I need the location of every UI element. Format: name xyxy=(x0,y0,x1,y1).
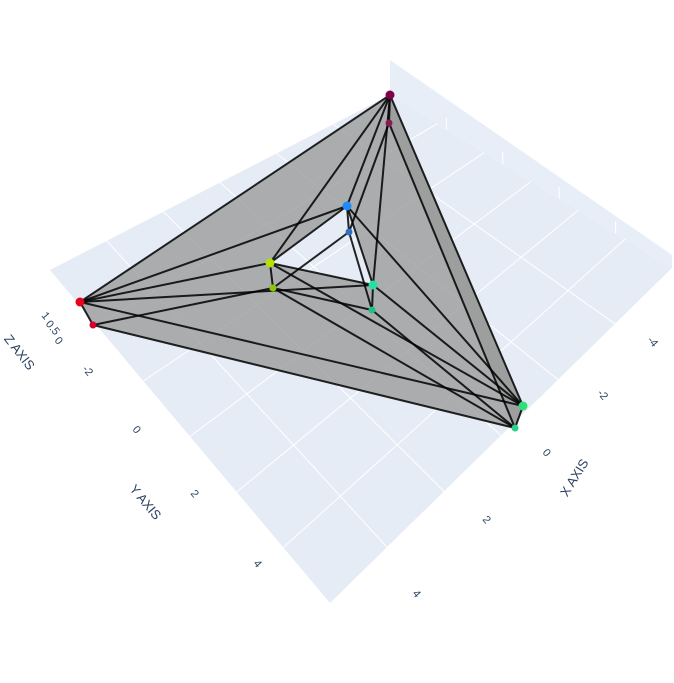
x-axis-title: X AXIS xyxy=(557,456,592,499)
z-axis-title: Z AXIS xyxy=(1,332,38,373)
mesh-vertices xyxy=(75,90,528,432)
mesh-edge xyxy=(348,122,390,233)
mesh-vertex-outer-left-bottom xyxy=(89,321,97,329)
mesh-edge xyxy=(372,284,524,407)
y-axis-title: Y AXIS xyxy=(127,482,165,523)
x-axis-tick-label: 4 xyxy=(410,588,423,600)
mesh-edge xyxy=(269,205,348,264)
mesh-edge xyxy=(348,231,373,311)
mesh-vertex-inner-left-top xyxy=(265,258,275,268)
mesh-vertex-outer-top-bottom xyxy=(385,119,393,127)
back-wall xyxy=(390,60,672,268)
mesh-edge xyxy=(272,287,516,429)
mesh-vertex-inner-top-bottom xyxy=(345,228,353,236)
z-axis-ticks: 00.51 xyxy=(39,310,65,347)
y-axis-tick-label: -2 xyxy=(80,363,95,378)
mesh-face xyxy=(389,95,523,428)
mesh-edge xyxy=(79,301,524,407)
x-axis-tick-label: -4 xyxy=(645,334,660,349)
mesh-edge xyxy=(92,324,516,429)
mesh-edge xyxy=(79,284,374,303)
mesh-edge xyxy=(346,205,374,286)
mesh-edge xyxy=(272,287,373,311)
y-axis-tick-label: 2 xyxy=(188,488,201,500)
mesh-face xyxy=(80,263,523,406)
mesh-edge xyxy=(92,287,274,326)
x-axis-tick-label: 0 xyxy=(540,447,553,459)
mesh-edge xyxy=(346,94,391,207)
mesh-edge xyxy=(346,205,524,407)
mesh-edge xyxy=(79,94,391,303)
mesh-edge xyxy=(371,309,516,429)
mesh-vertex-outer-right-bottom xyxy=(511,424,519,432)
mesh-edge xyxy=(388,122,516,429)
x-axis-tick-label: -2 xyxy=(595,387,610,402)
mesh-edge xyxy=(389,94,524,407)
mesh-vertex-inner-left-bottom xyxy=(269,284,277,292)
y-axis-tick-label: 4 xyxy=(251,558,264,570)
mesh-edges xyxy=(79,94,524,429)
mesh-vertex-outer-right-top xyxy=(518,401,528,411)
mesh-vertex-inner-right-top xyxy=(368,280,378,290)
mesh-edge xyxy=(269,262,524,407)
x-axis-tick-label: 2 xyxy=(480,514,493,526)
mesh-edge xyxy=(269,94,391,264)
mesh-edge xyxy=(79,262,271,303)
mesh-vertex-outer-top-top xyxy=(385,90,395,100)
mesh-vertex-inner-right-bottom xyxy=(368,306,376,314)
mesh-vertex-outer-left-top xyxy=(75,297,85,307)
z-axis-tick-label: 0.5 xyxy=(43,318,62,337)
mesh-edge xyxy=(269,262,374,286)
mesh-vertex-inner-top-top xyxy=(342,201,352,211)
mesh-edge xyxy=(272,231,350,289)
mesh-edge xyxy=(79,205,348,303)
y-axis-tick-label: 0 xyxy=(130,424,143,436)
mesh-face xyxy=(80,302,523,428)
